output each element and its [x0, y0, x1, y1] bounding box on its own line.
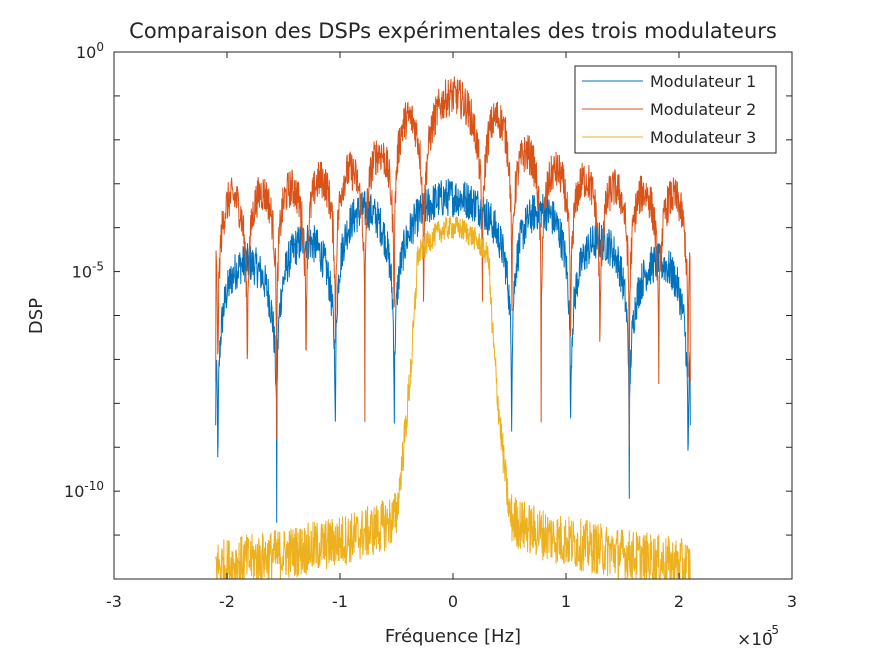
legend-label-2: Modulateur 2	[650, 100, 756, 119]
chart-title: Comparaison des DSPs expérimentales des …	[129, 19, 777, 43]
series-line-3	[215, 215, 691, 579]
y-tick-label-2: 10-10	[64, 479, 104, 501]
y-tick-label-1: 10-5	[72, 260, 104, 282]
tick-labels: -3 -2 -1 0 1 2 3 100 10-5 10-10	[64, 40, 797, 611]
x-tick-label-2: -1	[332, 592, 348, 611]
y-axis-label: DSP	[26, 298, 47, 334]
legend-label-3: Modulateur 3	[650, 128, 756, 147]
series-line-1	[215, 178, 691, 523]
plot-frame	[113, 51, 793, 580]
legend: Modulateur 1 Modulateur 2 Modulateur 3	[574, 65, 777, 154]
x-axis-label: Fréquence [Hz]	[385, 626, 521, 647]
x-tick-label-3: 0	[448, 592, 458, 611]
series-layer	[215, 76, 691, 579]
x-exponent-label: ×10 -5	[737, 623, 779, 650]
x-exponent-base: ×10	[737, 630, 773, 650]
series-line-2	[215, 76, 691, 447]
x-tick-label-0: -3	[106, 592, 122, 611]
x-tick-label-6: 3	[787, 592, 797, 611]
y-tick-label-0: 100	[76, 40, 104, 62]
x-tick-label-4: 1	[561, 592, 571, 611]
x-tick-label-1: -2	[219, 592, 235, 611]
legend-label-1: Modulateur 1	[650, 72, 756, 91]
x-tick-label-5: 2	[674, 592, 684, 611]
x-exponent-power: -5	[767, 623, 779, 637]
